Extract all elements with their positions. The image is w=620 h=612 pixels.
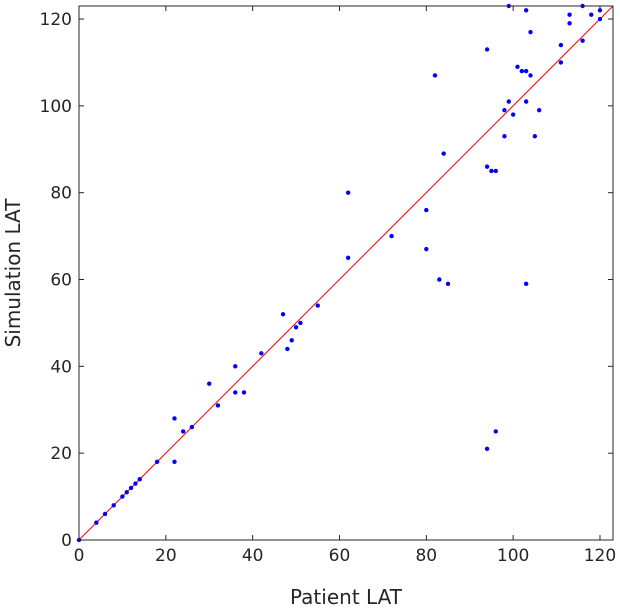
x-tick-label: 0	[74, 546, 85, 566]
data-point	[510, 112, 516, 117]
data-point	[233, 390, 238, 395]
x-axis-label: Patient LAT	[290, 585, 403, 609]
data-point	[285, 346, 290, 352]
data-point	[133, 481, 138, 486]
x-tick-label: 80	[415, 546, 437, 566]
data-point	[515, 64, 520, 69]
data-point	[124, 490, 129, 495]
data-point	[484, 47, 490, 52]
data-point	[441, 151, 446, 156]
data-point	[345, 255, 351, 261]
data-point	[519, 68, 525, 74]
x-tick-label: 60	[329, 546, 351, 566]
data-point	[445, 281, 451, 287]
data-point	[424, 207, 429, 213]
data-point	[280, 312, 286, 317]
data-point	[528, 29, 533, 35]
y-tick-label: 20	[50, 444, 72, 464]
data-point	[207, 381, 212, 386]
data-point	[567, 12, 572, 17]
x-tick-label: 100	[497, 546, 529, 566]
data-point	[259, 351, 264, 356]
identity-reference-line	[78, 5, 614, 541]
x-tick-label: 120	[584, 546, 616, 566]
data-point	[523, 281, 529, 287]
y-tick-label: 60	[50, 271, 72, 291]
data-point	[293, 325, 299, 330]
y-tick-label: 80	[50, 184, 72, 204]
data-point	[432, 73, 438, 78]
data-point	[484, 446, 490, 452]
data-point	[289, 338, 294, 343]
y-tick-label: 0	[61, 531, 72, 551]
data-point	[523, 99, 529, 104]
data-point	[389, 233, 394, 239]
data-point	[102, 511, 108, 517]
data-point	[154, 459, 160, 465]
y-tick-label: 40	[50, 357, 72, 377]
data-point	[315, 303, 320, 308]
x-axis-ticks: 0 20 40 60 80 100 120	[74, 6, 616, 566]
data-point	[215, 403, 221, 408]
data-point	[502, 134, 507, 139]
data-point	[506, 99, 512, 104]
data-point	[528, 73, 533, 78]
data-point	[567, 21, 572, 26]
data-point	[120, 494, 125, 499]
y-tick-label: 100	[40, 97, 72, 117]
data-point	[241, 390, 247, 395]
data-point	[502, 107, 507, 113]
data-point	[536, 107, 542, 113]
data-points	[76, 3, 603, 543]
y-axis-ticks: 0 20 40 60 80 100 120	[40, 10, 613, 551]
plot-frame	[78, 5, 614, 541]
data-point	[489, 168, 494, 174]
data-point	[233, 364, 238, 369]
data-point	[484, 164, 490, 169]
data-point	[94, 520, 99, 525]
data-point	[298, 320, 303, 326]
data-point	[493, 168, 498, 174]
data-point	[597, 16, 603, 22]
data-point	[137, 477, 142, 482]
data-point	[523, 68, 529, 74]
y-axis-label: Simulation LAT	[1, 198, 25, 348]
data-point	[580, 38, 585, 43]
data-point	[437, 277, 442, 282]
data-point	[172, 416, 177, 421]
data-point	[589, 12, 594, 17]
data-point	[345, 190, 351, 195]
data-point	[493, 429, 498, 434]
data-point	[424, 246, 429, 252]
data-point	[172, 459, 177, 465]
x-tick-label: 40	[242, 546, 264, 566]
reference-line-group	[78, 5, 614, 541]
x-tick-label: 20	[155, 546, 177, 566]
data-point	[558, 60, 564, 65]
data-point	[180, 429, 186, 434]
data-point	[558, 42, 564, 48]
y-tick-label: 120	[40, 10, 72, 30]
data-point	[128, 485, 134, 491]
data-point	[111, 503, 116, 508]
data-point	[189, 424, 195, 430]
data-point	[523, 8, 529, 13]
data-point	[532, 134, 538, 139]
